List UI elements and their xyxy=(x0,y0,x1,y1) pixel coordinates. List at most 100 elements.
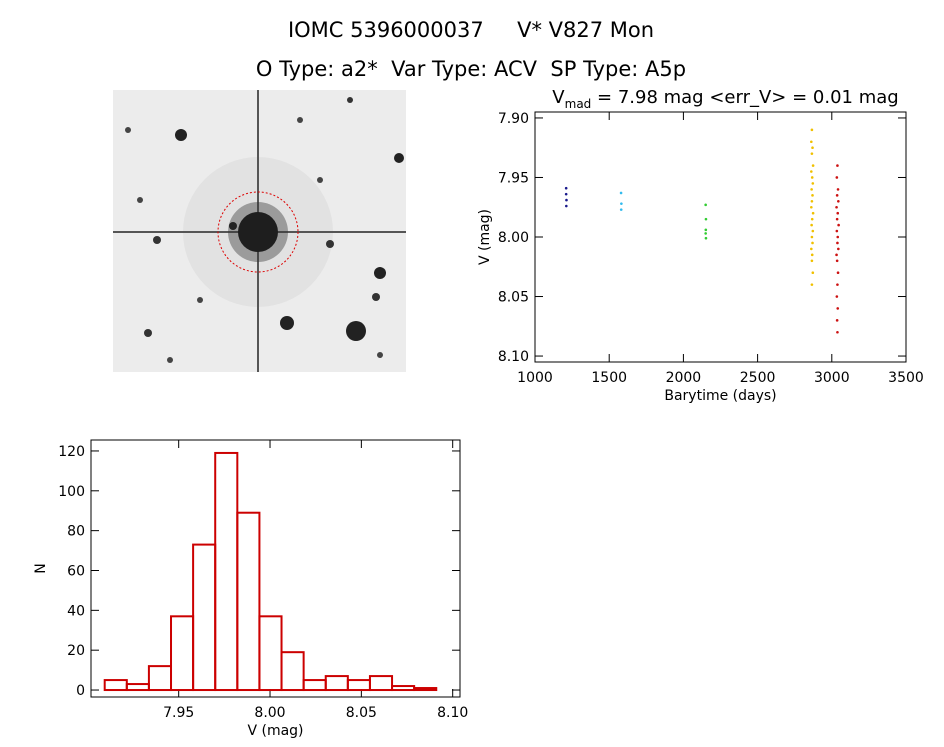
data-point xyxy=(835,259,839,263)
y-tick-label: 8.00 xyxy=(498,230,529,246)
y-tick-label: 0 xyxy=(76,683,85,699)
data-point xyxy=(810,223,813,227)
data-point xyxy=(836,235,840,239)
histogram-bar xyxy=(391,685,416,692)
data-point xyxy=(810,253,814,257)
data-point xyxy=(837,199,840,203)
data-point xyxy=(810,199,814,203)
data-point xyxy=(836,271,840,275)
x-tick-label: 2000 xyxy=(666,370,702,386)
data-point xyxy=(810,259,814,263)
y-tick-label: 7.95 xyxy=(498,170,529,186)
data-point xyxy=(619,191,623,195)
histogram-bar xyxy=(103,679,128,692)
data-point xyxy=(810,235,814,239)
data-point xyxy=(810,152,814,155)
histogram-bar xyxy=(302,679,327,692)
data-point xyxy=(810,205,813,209)
data-point xyxy=(835,205,838,209)
plot-frame xyxy=(90,439,461,698)
chart-title: Vmad = 7.98 mag <err_V> = 0.01 mag xyxy=(552,87,898,111)
y-tick-label: 120 xyxy=(58,444,85,460)
y-tick-label: 8.05 xyxy=(498,290,529,306)
data-point xyxy=(811,241,814,245)
chart-title-part: V xyxy=(552,87,565,108)
data-point xyxy=(620,202,623,205)
data-point xyxy=(811,194,814,197)
histogram-bar xyxy=(147,665,173,692)
x-tick-label: 1500 xyxy=(591,370,627,386)
data-point xyxy=(564,192,568,196)
data-point xyxy=(836,283,839,286)
histogram-bar xyxy=(324,675,349,692)
plot-frame xyxy=(534,111,907,363)
data-point xyxy=(835,194,839,197)
data-point xyxy=(836,330,839,334)
data-point xyxy=(810,247,813,251)
data-point xyxy=(835,229,839,233)
histogram-bar xyxy=(170,615,195,692)
x-tick-label: 8.10 xyxy=(437,705,468,721)
data-point xyxy=(704,232,707,235)
data-point xyxy=(836,241,839,245)
histogram-bar xyxy=(346,679,371,692)
data-point xyxy=(811,182,815,185)
y-tick-label: 8.10 xyxy=(498,349,529,365)
data-point xyxy=(810,217,814,221)
data-point xyxy=(811,271,815,275)
x-tick-label: 8.05 xyxy=(346,705,377,721)
data-point xyxy=(704,236,708,240)
data-point xyxy=(704,203,707,207)
y-tick-label: 80 xyxy=(67,524,85,540)
histogram-bar xyxy=(192,543,217,692)
x-tick-label: 2500 xyxy=(740,370,776,386)
x-tick-label: 1000 xyxy=(517,370,553,386)
x-tick-label: 3000 xyxy=(814,370,850,386)
data-point xyxy=(836,211,840,215)
data-point xyxy=(835,176,839,179)
histogram-bar xyxy=(368,675,394,692)
x-axis-label: Barytime (days) xyxy=(664,388,776,404)
data-point xyxy=(564,186,568,190)
y-tick-label: 40 xyxy=(67,603,85,619)
x-tick-label: 8.00 xyxy=(254,705,285,721)
data-point xyxy=(811,164,815,167)
data-point xyxy=(810,128,814,132)
x-tick-label: 7.95 xyxy=(163,705,194,721)
y-axis-label: V (mag) xyxy=(477,209,493,265)
histogram-bar xyxy=(413,687,438,692)
data-point xyxy=(835,319,839,322)
data-point xyxy=(810,283,814,286)
data-point xyxy=(811,146,814,150)
histogram-bar xyxy=(236,511,261,692)
data-point xyxy=(810,176,814,179)
histogram-bar xyxy=(214,451,239,692)
data-point xyxy=(836,164,839,167)
star-image xyxy=(113,90,406,372)
chart-title-part: mad xyxy=(565,97,592,111)
data-point xyxy=(836,307,840,310)
data-point xyxy=(835,295,839,298)
data-point xyxy=(811,229,815,233)
data-point xyxy=(810,170,813,173)
data-point xyxy=(619,208,623,211)
data-point xyxy=(836,188,840,191)
data-point xyxy=(837,223,840,227)
y-tick-label: 7.90 xyxy=(498,111,529,127)
data-point xyxy=(704,217,708,221)
data-point xyxy=(835,253,838,257)
data-point xyxy=(811,211,815,215)
x-tick-label: 3500 xyxy=(888,370,924,386)
y-axis-label: N xyxy=(33,563,49,573)
page-subtitle: O Type: a2* Var Type: ACV SP Type: A5p xyxy=(256,57,686,81)
y-tick-label: 60 xyxy=(67,563,85,579)
data-point xyxy=(835,217,839,221)
histogram-bar xyxy=(125,683,150,692)
x-axis-label: V (mag) xyxy=(247,723,303,739)
page-title: IOMC 5396000037 V* V827 Mon xyxy=(288,18,654,42)
data-point xyxy=(810,140,813,144)
data-point xyxy=(704,228,708,232)
y-tick-label: 100 xyxy=(58,484,85,500)
data-point xyxy=(837,247,840,251)
